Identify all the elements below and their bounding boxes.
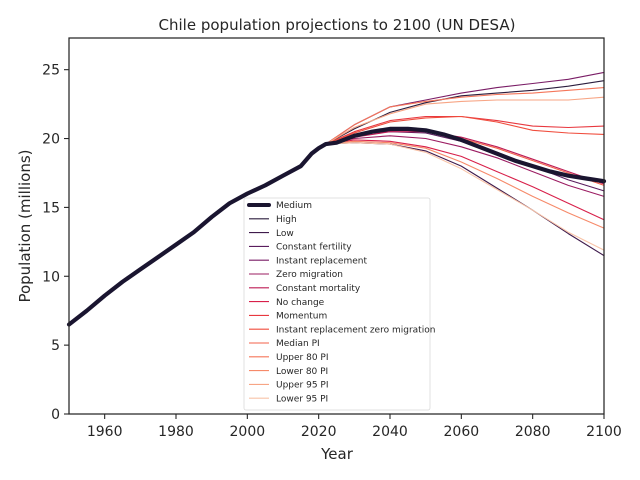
y-axis-label: Population (millions) (16, 149, 34, 302)
x-axis-label: Year (320, 445, 354, 463)
legend-label-10: Median PI (276, 339, 320, 349)
y-tick-label: 20 (42, 132, 60, 148)
series-line-14 (325, 142, 605, 251)
legend-label-2: Low (276, 229, 294, 239)
y-axis: 0 5 10 15 20 25 (42, 63, 69, 423)
x-tick-label: 2000 (230, 424, 266, 440)
series-line-11 (325, 87, 605, 145)
legend-label-9: Instant replacement zero migration (276, 325, 435, 335)
series-layer (66, 71, 607, 327)
legend-label-1: High (276, 215, 297, 225)
series-line-6 (325, 131, 605, 185)
y-tick-label: 10 (42, 269, 60, 285)
legend-label-7: No change (276, 298, 325, 308)
x-tick-label: 2040 (372, 424, 408, 440)
legend-label-4: Instant replacement (276, 256, 367, 266)
legend-label-0: Medium (276, 201, 312, 211)
legend-label-6: Constant mortality (276, 284, 361, 294)
legend-label-8: Momentum (276, 312, 327, 322)
series-line-0 (66, 126, 607, 327)
x-tick-label: 1980 (158, 424, 194, 440)
legend: Medium High Low Constant fertility Instant r… (243, 197, 435, 411)
x-tick-label: 2060 (444, 424, 480, 440)
series-line-13 (325, 96, 605, 145)
legend-label-11: Upper 80 PI (276, 353, 329, 363)
legend-label-3: Constant fertility (276, 243, 352, 253)
legend-label-14: Lower 95 PI (276, 394, 328, 404)
x-tick-label: 2080 (515, 424, 551, 440)
plot-frame (68, 37, 605, 415)
y-tick-label: 0 (51, 407, 60, 423)
chart-title: Chile population projections to 2100 (UN… (159, 16, 516, 34)
y-tick-label: 5 (51, 338, 60, 354)
series-line-12 (325, 140, 605, 229)
legend-label-5: Zero migration (276, 270, 343, 280)
series-line-5 (325, 135, 605, 197)
x-tick-label: 2100 (586, 424, 622, 440)
x-axis: 1960 1980 2000 2020 2040 2060 2080 2100 (87, 414, 622, 440)
y-tick-label: 15 (42, 200, 60, 216)
legend-label-12: Lower 80 PI (276, 367, 328, 377)
legend-box (243, 197, 431, 411)
series-line-9 (325, 115, 605, 145)
legend-label-13: Upper 95 PI (276, 381, 329, 391)
x-tick-label: 2020 (301, 424, 337, 440)
x-tick-label: 1960 (87, 424, 123, 440)
series-line-7 (325, 139, 605, 221)
y-tick-label: 25 (42, 63, 60, 79)
